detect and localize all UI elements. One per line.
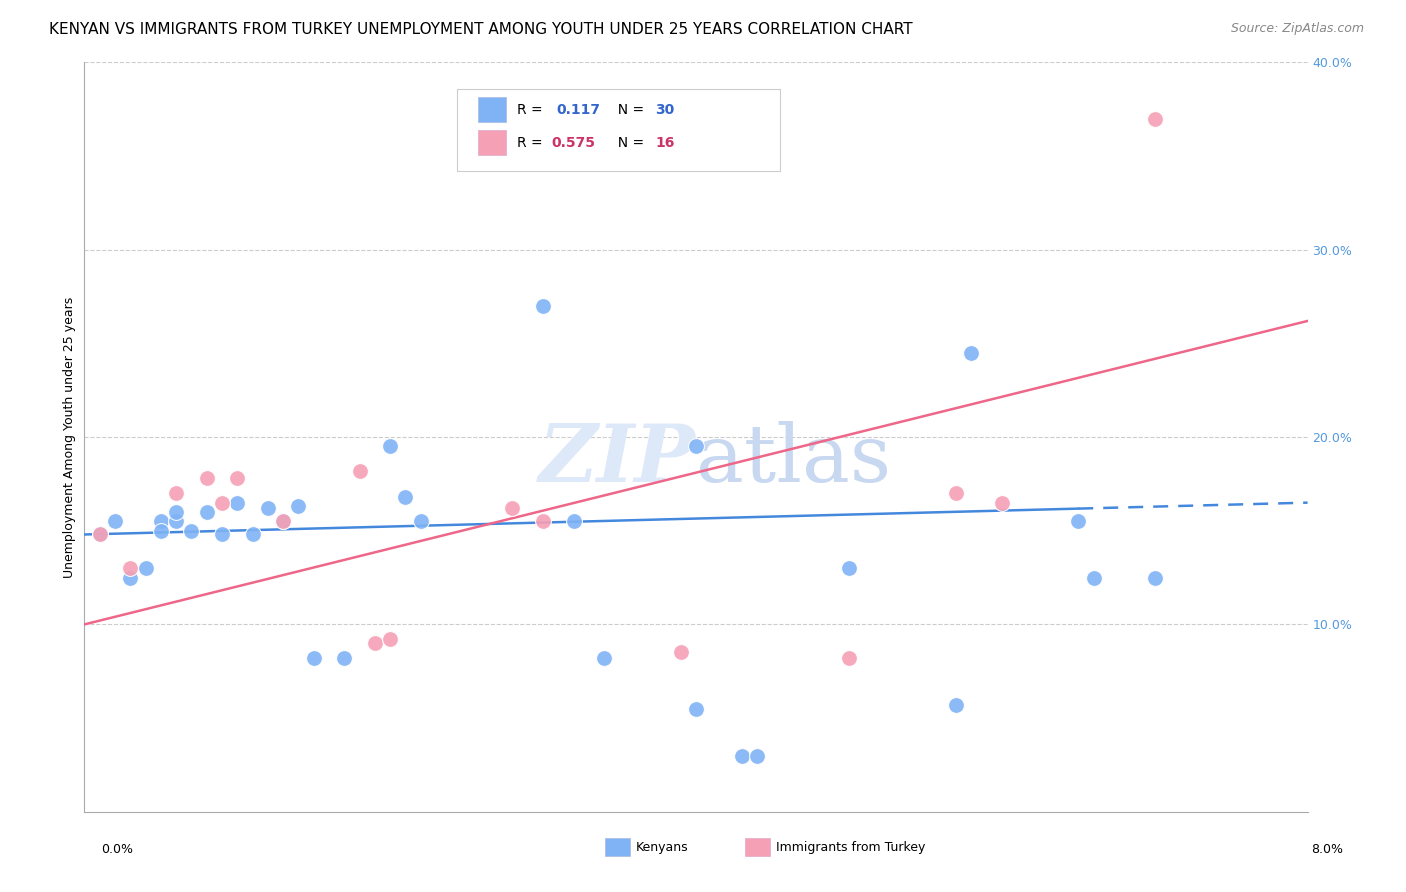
Text: 0.117: 0.117: [557, 103, 600, 117]
Point: [333, 651, 356, 665]
Point: [380, 440, 402, 453]
Point: [302, 651, 325, 665]
Point: [226, 471, 249, 485]
Point: [257, 501, 280, 516]
Point: [991, 496, 1014, 510]
Point: [685, 701, 707, 715]
Point: [364, 636, 387, 650]
Text: KENYAN VS IMMIGRANTS FROM TURKEY UNEMPLOYMENT AMONG YOUTH UNDER 25 YEARS CORRELA: KENYAN VS IMMIGRANTS FROM TURKEY UNEMPLO…: [49, 22, 912, 37]
Point: [135, 561, 157, 575]
Point: [409, 514, 432, 528]
Text: 0.0%: 0.0%: [101, 843, 134, 856]
Point: [1143, 112, 1166, 126]
Text: 0.575: 0.575: [551, 136, 595, 150]
Point: [380, 632, 402, 647]
Text: Kenyans: Kenyans: [636, 841, 688, 854]
Text: R =: R =: [517, 136, 547, 150]
Point: [120, 561, 142, 575]
Point: [287, 500, 309, 514]
Point: [104, 514, 127, 528]
Point: [271, 514, 294, 528]
Point: [838, 561, 860, 575]
Point: [960, 345, 983, 359]
Point: [394, 490, 416, 504]
Text: ZIP: ZIP: [538, 421, 696, 499]
Point: [242, 527, 264, 541]
Point: [165, 486, 187, 500]
Point: [593, 651, 616, 665]
Point: [1143, 571, 1166, 585]
Point: [211, 527, 233, 541]
Point: [149, 524, 172, 538]
Point: [89, 527, 111, 541]
Text: Source: ZipAtlas.com: Source: ZipAtlas.com: [1230, 22, 1364, 36]
Point: [120, 571, 142, 585]
Point: [531, 514, 554, 528]
Point: [685, 440, 707, 453]
Text: R =: R =: [517, 103, 551, 117]
Point: [211, 496, 233, 510]
Point: [349, 464, 371, 478]
Text: 8.0%: 8.0%: [1310, 843, 1343, 856]
Text: atlas: atlas: [696, 420, 891, 499]
Point: [562, 514, 585, 528]
Point: [838, 651, 860, 665]
Point: [531, 299, 554, 313]
Text: 16: 16: [655, 136, 675, 150]
Point: [945, 698, 967, 712]
Point: [226, 496, 249, 510]
Point: [731, 748, 754, 763]
Point: [1083, 571, 1105, 585]
Point: [165, 514, 187, 528]
Point: [747, 748, 769, 763]
Point: [271, 514, 294, 528]
Point: [149, 514, 172, 528]
Point: [180, 524, 202, 538]
Text: 30: 30: [655, 103, 675, 117]
Point: [165, 505, 187, 519]
Text: N =: N =: [609, 136, 648, 150]
Y-axis label: Unemployment Among Youth under 25 years: Unemployment Among Youth under 25 years: [63, 296, 76, 578]
Point: [669, 646, 692, 660]
Point: [945, 486, 967, 500]
Point: [89, 527, 111, 541]
Point: [195, 505, 218, 519]
Point: [195, 471, 218, 485]
Text: N =: N =: [609, 103, 648, 117]
Text: Immigrants from Turkey: Immigrants from Turkey: [776, 841, 925, 854]
Point: [502, 501, 524, 516]
Point: [1067, 514, 1090, 528]
